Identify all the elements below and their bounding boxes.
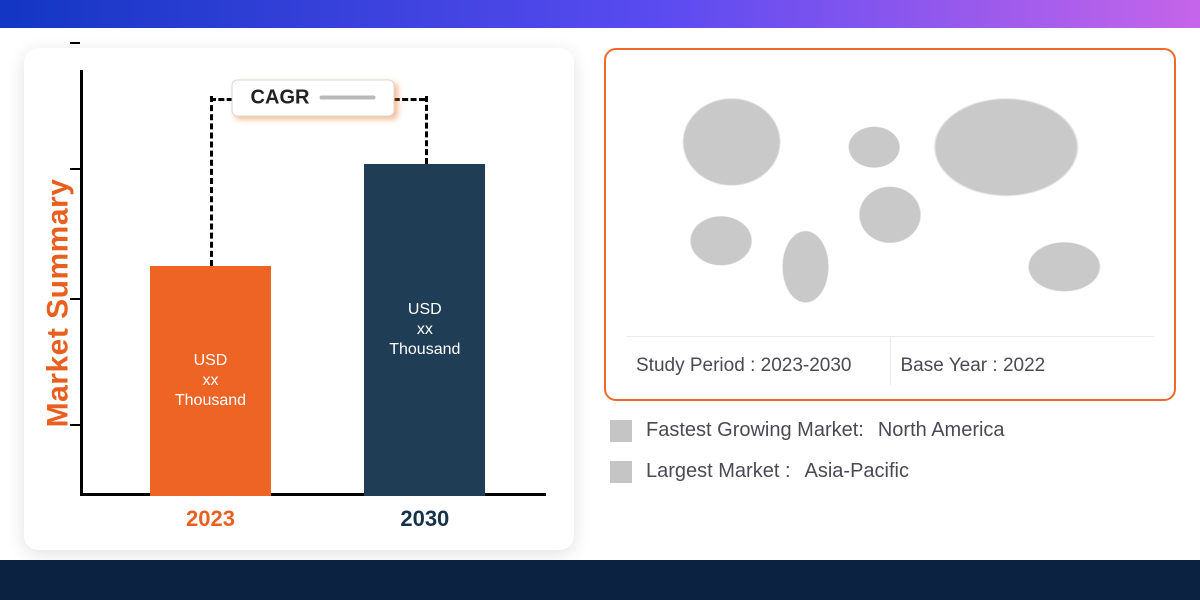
- legend-largest-market: Largest Market : Asia-Pacific: [604, 460, 1176, 483]
- cagr-dash: [210, 96, 213, 266]
- base-year-label: Base Year: [901, 355, 988, 376]
- right-column: Study Period : 2023-2030 Base Year : 202…: [604, 48, 1176, 550]
- header-gradient-bar: [0, 0, 1200, 28]
- bar-category-label: 2023: [150, 506, 271, 532]
- chart-plot-area: USDxxThousand2023USDxxThousand2030 CAGR: [80, 70, 546, 536]
- cagr-dash: [425, 96, 428, 164]
- legend-value: North America: [878, 419, 1005, 442]
- study-period-cell: Study Period : 2023-2030: [626, 337, 890, 385]
- bar-category-label: 2030: [364, 506, 485, 532]
- y-axis-title-wrap: Market Summary: [36, 70, 80, 536]
- legend-label: Largest Market :: [646, 460, 791, 483]
- cagr-value-blank: [319, 96, 375, 100]
- base-year-cell: Base Year : 2022: [890, 337, 1155, 385]
- legend-swatch: [610, 420, 632, 442]
- cagr-label: CAGR: [251, 86, 310, 109]
- bar-value-label: USDxxThousand: [175, 351, 246, 411]
- legend-value: Asia-Pacific: [805, 460, 909, 483]
- bar-2030: USDxxThousand2030: [364, 164, 485, 496]
- y-tick: [70, 42, 80, 44]
- bar-2023: USDxxThousand2023: [150, 266, 271, 496]
- legend-label: Fastest Growing Market:: [646, 419, 864, 442]
- legend-swatch: [610, 461, 632, 483]
- y-tick: [70, 168, 80, 170]
- cagr-callout: CAGR: [232, 79, 395, 116]
- bar-value-label: USDxxThousand: [389, 300, 460, 360]
- base-year-value: 2022: [1003, 355, 1045, 376]
- footer-bar: [0, 560, 1200, 600]
- study-period-label: Study Period: [636, 355, 745, 376]
- study-period-value: 2023-2030: [761, 355, 852, 376]
- y-tick: [70, 424, 80, 426]
- world-map: [626, 64, 1154, 324]
- legend-fastest-growing: Fastest Growing Market: North America: [604, 419, 1176, 442]
- content-row: Market Summary USDxxThousand2023USDxxTho…: [0, 28, 1200, 600]
- bar-group: USDxxThousand2023 USDxxThousand2030: [80, 70, 546, 496]
- market-summary-card: Market Summary USDxxThousand2023USDxxTho…: [24, 48, 574, 550]
- y-axis-title: Market Summary: [41, 179, 75, 428]
- y-tick: [70, 298, 80, 300]
- map-info-card: Study Period : 2023-2030 Base Year : 202…: [604, 48, 1176, 401]
- info-row: Study Period : 2023-2030 Base Year : 202…: [626, 336, 1154, 385]
